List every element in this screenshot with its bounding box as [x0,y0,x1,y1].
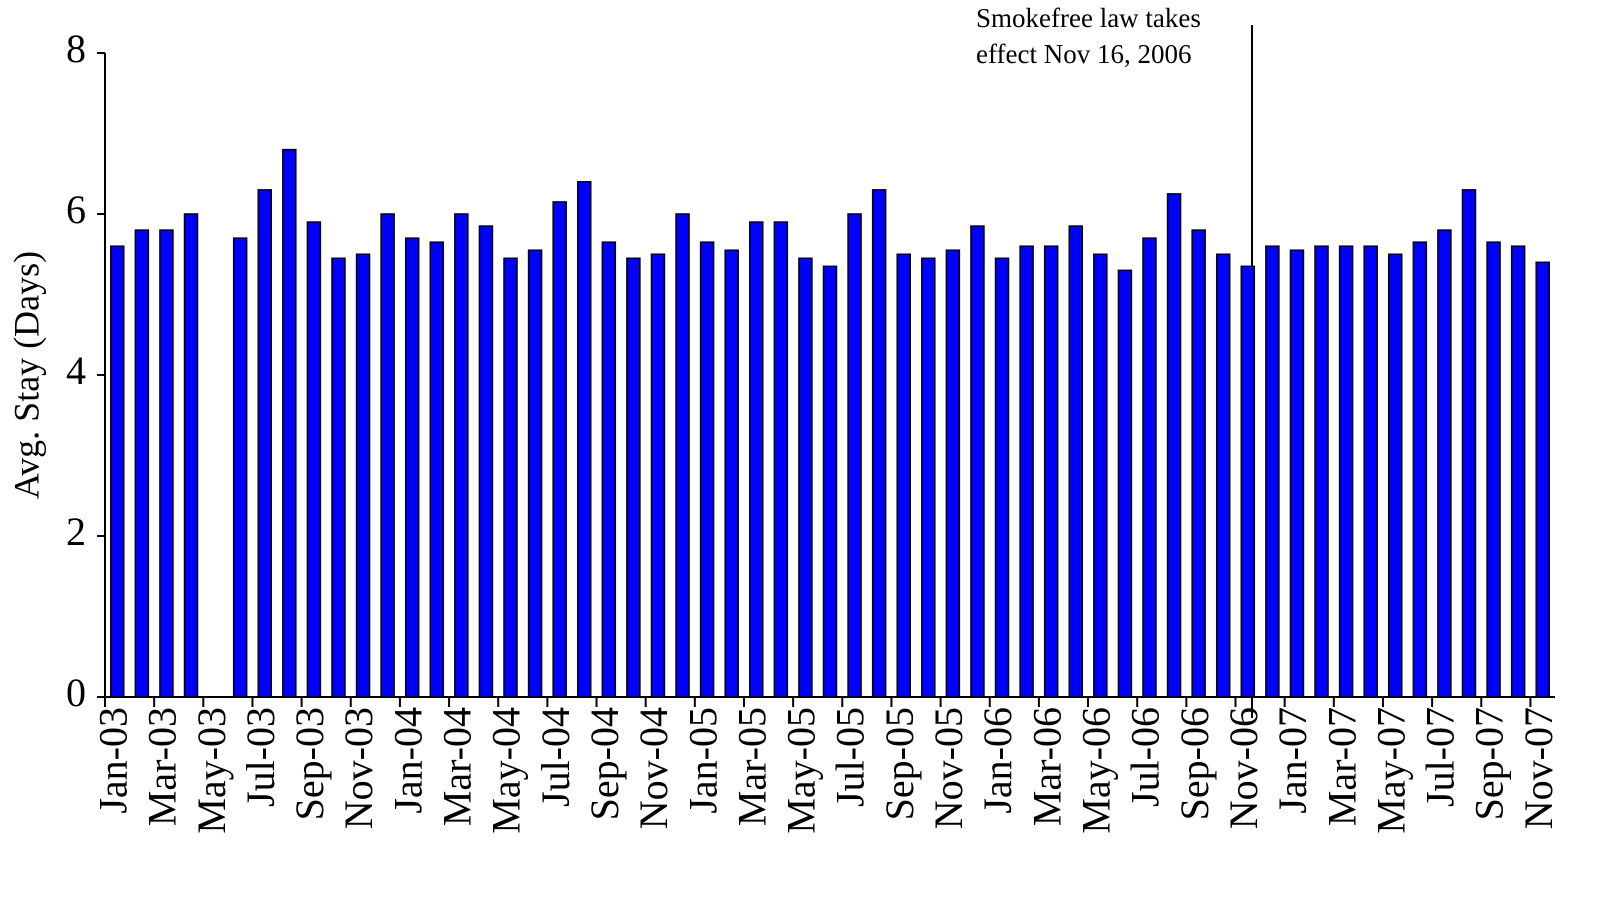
bar [429,241,445,698]
x-tick-label: Jul-04 [533,707,578,807]
y-tick-label: 2 [66,509,86,554]
bar [945,249,961,698]
bar [1043,245,1059,698]
bar [601,241,617,698]
bar [871,189,887,698]
x-tick-label: Mar-03 [140,707,185,826]
x-tick-label: Jul-03 [238,707,283,807]
bar [257,189,272,698]
bar [110,245,125,698]
x-tick-label: May-03 [189,707,234,834]
bar [134,229,150,698]
x-tick-label: Mar-05 [729,707,774,826]
bar [798,257,813,698]
bar [478,225,494,698]
x-tick-label: Jan-04 [385,707,430,814]
bar [331,257,346,698]
x-tick-label: Nov-05 [926,707,971,829]
x-tick-label: Jan-07 [1270,707,1315,814]
y-tick-label: 4 [66,348,86,393]
x-tick-label: Jan-05 [680,707,725,814]
bar [1068,225,1084,698]
annotation: effect Nov 16, 2006 [976,39,1191,69]
bar [1289,249,1305,698]
bar [1093,253,1108,698]
y-tick-label: 6 [66,187,86,232]
x-tick-label: Sep-03 [287,707,332,820]
x-tick-label: May-07 [1368,707,1413,834]
bar [773,221,789,698]
x-tick-label: Sep-07 [1467,707,1512,820]
bar [1142,237,1157,698]
bar [380,213,395,698]
bar [1240,265,1256,698]
bar [650,253,666,698]
bar [1412,241,1428,698]
bar [699,241,715,698]
bar [1338,245,1354,698]
x-tick-label: Jul-07 [1418,707,1463,807]
x-tick-label: Nov-03 [336,707,381,829]
x-tick-label: Nov-07 [1516,707,1561,829]
bar [159,229,174,698]
x-tick-label: Mar-07 [1319,707,1364,826]
bar [404,237,420,698]
x-tick-label: Mar-06 [1024,707,1069,826]
bar [675,213,690,698]
y-axis-label: Avg. Stay (Days) [6,251,46,499]
bar [1265,245,1280,698]
x-tick-label: Sep-05 [877,707,922,820]
x-tick-label: Jul-05 [828,707,873,807]
x-tick-label: May-04 [484,707,529,834]
bar [822,265,838,698]
y-tick-label: 0 [66,670,86,715]
bar [749,221,764,698]
bar [1535,261,1550,698]
x-tick-label: Sep-06 [1172,707,1217,820]
x-tick-label: Nov-04 [631,707,676,829]
x-tick-label: Nov-06 [1221,707,1266,829]
bar [282,148,297,698]
bar [1437,229,1452,698]
bar [1510,245,1526,698]
bar [724,249,739,698]
bar [576,181,592,698]
bar [1019,245,1034,698]
bar [503,257,518,698]
x-tick-label: Jan-06 [975,707,1020,814]
bar [1388,253,1403,698]
bar [1314,245,1329,698]
bar [1117,269,1133,698]
x-tick-label: Sep-04 [582,707,627,820]
bar [1461,189,1477,698]
bar [1363,245,1378,698]
bar [1166,193,1182,698]
x-tick-label: May-06 [1074,707,1119,834]
bar [970,225,985,698]
y-tick-label: 8 [66,26,86,71]
x-tick-label: Mar-04 [435,707,480,826]
bar [921,257,936,698]
annotation: Smokefree law takes [976,3,1201,33]
bar [1191,229,1206,698]
x-tick-label: Jul-06 [1123,707,1168,807]
bar [896,253,911,698]
bar [232,237,248,698]
bar [552,201,567,698]
bar [1215,253,1231,698]
bar [454,213,469,698]
x-tick-label: May-05 [779,707,824,834]
x-tick-label: Jan-03 [90,707,135,814]
bar [355,253,371,698]
bar [1486,241,1501,698]
bar [183,213,199,698]
bar [527,249,543,698]
bar [626,257,641,698]
bar [847,213,862,698]
bar [994,257,1010,698]
bar [306,221,322,698]
